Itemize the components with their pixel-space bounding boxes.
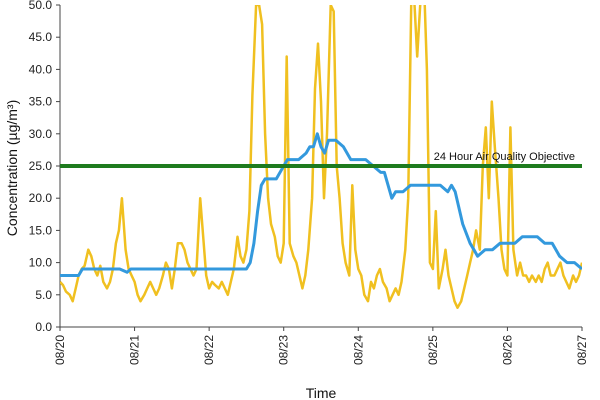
y-tick-label: 20.0 (29, 191, 53, 205)
y-tick-label: 10.0 (29, 256, 53, 270)
x-tick-label: 08/20 (53, 335, 67, 365)
x-tick-label: 08/25 (426, 335, 440, 365)
y-tick-label: 30.0 (29, 127, 53, 141)
x-axis-ticks: 08/20 08/21 08/22 08/23 08/24 08/25 08/26 08/27 (53, 327, 589, 365)
x-axis-title: Time (306, 385, 337, 400)
x-tick-label: 08/23 (277, 335, 291, 365)
x-tick-label: 08/27 (575, 335, 589, 365)
series-line-2 (60, 132, 582, 277)
y-tick-label: 35.0 (29, 95, 53, 109)
x-tick-label: 08/24 (351, 335, 365, 365)
series-layer (60, 5, 582, 309)
series-line-1 (60, 5, 582, 309)
y-tick-label: 5.0 (35, 288, 52, 302)
x-tick-label: 08/21 (128, 335, 142, 365)
y-tick-label: 40.0 (29, 62, 53, 76)
x-tick-label: 08/22 (202, 335, 216, 365)
y-tick-label: 45.0 (29, 30, 53, 44)
annotation-layer: 24 Hour Air Quality Objective (60, 151, 582, 168)
x-tick-label: 08/26 (500, 335, 514, 365)
y-tick-label: 25.0 (29, 159, 53, 173)
y-axis-ticks: 0.0 5.0 10.0 15.0 20.0 25.0 30.0 35.0 40.0 45.0 50… (29, 0, 60, 334)
y-tick-label: 50.0 (29, 0, 53, 12)
objective-label: 24 Hour Air Quality Objective (434, 151, 575, 163)
y-tick-label: 0.0 (35, 320, 52, 334)
y-axis-title: Concentration (µg/m³) (4, 100, 20, 236)
y-tick-label: 15.0 (29, 223, 53, 237)
